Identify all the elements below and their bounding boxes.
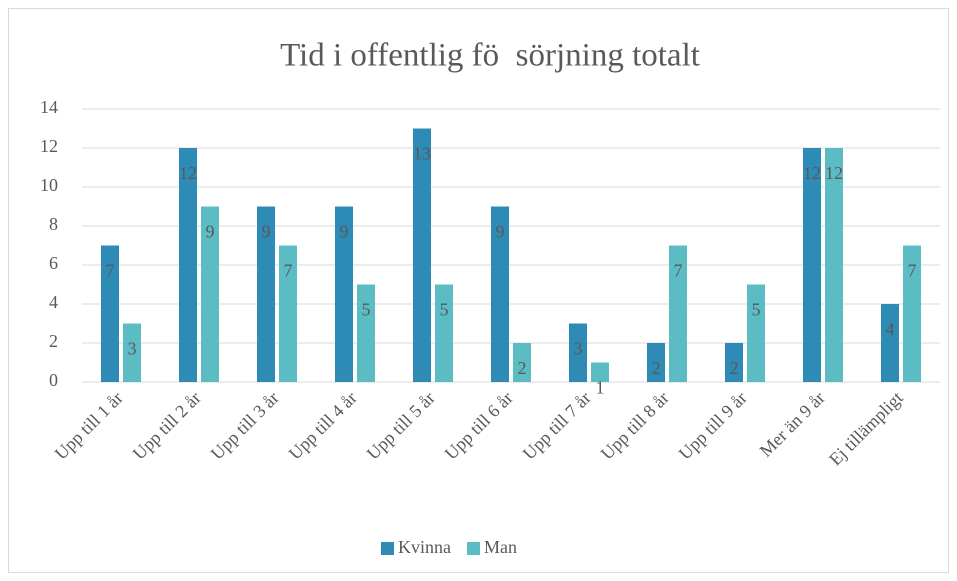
data-label: 9 bbox=[340, 222, 349, 242]
y-tick-label: 2 bbox=[49, 331, 58, 351]
bar bbox=[101, 245, 119, 382]
legend-label: Man bbox=[484, 537, 517, 557]
y-tick-label: 6 bbox=[49, 253, 58, 273]
data-label: 7 bbox=[674, 261, 683, 281]
data-label: 1 bbox=[596, 378, 605, 398]
data-label: 12 bbox=[825, 163, 843, 183]
data-label: 2 bbox=[730, 358, 739, 378]
bar bbox=[491, 206, 509, 382]
bar bbox=[357, 284, 375, 382]
legend-label: Kvinna bbox=[398, 537, 451, 557]
bar bbox=[747, 284, 765, 382]
bar bbox=[669, 245, 687, 382]
bar bbox=[335, 206, 353, 382]
data-label: 2 bbox=[518, 358, 527, 378]
data-label: 7 bbox=[284, 261, 293, 281]
data-label: 5 bbox=[752, 300, 761, 320]
bar bbox=[257, 206, 275, 382]
data-label: 3 bbox=[128, 339, 137, 359]
y-tick-label: 10 bbox=[40, 175, 58, 195]
bar bbox=[903, 245, 921, 382]
data-label: 7 bbox=[908, 261, 917, 281]
chart-frame bbox=[8, 8, 949, 573]
y-tick-label: 4 bbox=[49, 292, 58, 312]
bar bbox=[725, 343, 743, 382]
bar bbox=[825, 148, 843, 382]
y-tick-label: 12 bbox=[40, 136, 58, 156]
chart-title: Tid i offentlig fö sörjning totalt bbox=[280, 38, 700, 74]
bar bbox=[513, 343, 531, 382]
data-label: 12 bbox=[803, 163, 821, 183]
y-tick-label: 14 bbox=[40, 97, 58, 117]
data-label: 5 bbox=[362, 300, 371, 320]
data-label: 3 bbox=[574, 339, 583, 359]
legend-swatch bbox=[467, 542, 480, 555]
data-label: 5 bbox=[440, 300, 449, 320]
data-label: 7 bbox=[106, 261, 115, 281]
data-label: 4 bbox=[886, 319, 895, 339]
bar bbox=[591, 362, 609, 382]
bar bbox=[569, 323, 587, 382]
data-label: 2 bbox=[652, 358, 661, 378]
y-tick-label: 8 bbox=[49, 214, 58, 234]
bar bbox=[435, 284, 453, 382]
data-label: 9 bbox=[262, 222, 271, 242]
data-label: 12 bbox=[179, 163, 197, 183]
data-label: 9 bbox=[206, 222, 215, 242]
bar bbox=[881, 304, 899, 382]
data-label: 9 bbox=[496, 222, 505, 242]
bar bbox=[201, 206, 219, 382]
bar bbox=[279, 245, 297, 382]
bar bbox=[803, 148, 821, 382]
y-tick-label: 0 bbox=[49, 370, 58, 390]
bar bbox=[647, 343, 665, 382]
bar bbox=[413, 128, 431, 382]
data-label: 13 bbox=[413, 144, 431, 164]
bar bbox=[179, 148, 197, 382]
bar bbox=[123, 323, 141, 382]
legend-swatch bbox=[381, 542, 394, 555]
